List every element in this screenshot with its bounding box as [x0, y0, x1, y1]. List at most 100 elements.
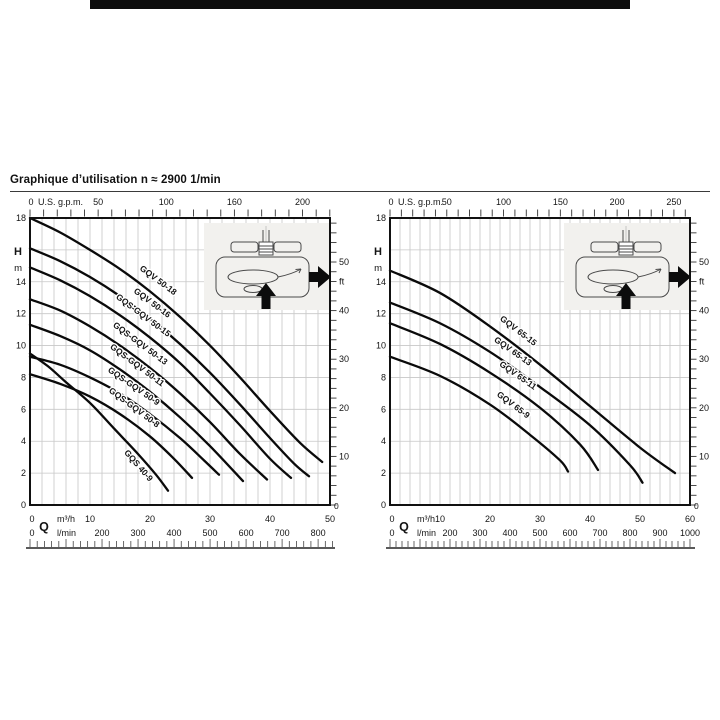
head-m-tick-label: 4: [381, 436, 386, 446]
head-m-tick-label: 8: [381, 372, 386, 382]
flow-axis-symbol: Q: [399, 520, 409, 534]
lmin-tick-label: 300: [131, 528, 146, 538]
flow-swirl-arrowhead: [295, 268, 302, 274]
gpm-zero-label: 0: [388, 197, 393, 207]
lmin-tick-label: 700: [275, 528, 290, 538]
gpm-minor-ticks: [389, 209, 686, 217]
head-axis-symbol: H: [374, 246, 382, 258]
head-ft-tick-label: 10: [699, 451, 709, 461]
gpm-tick-label: 50: [442, 197, 452, 207]
float-switch-right: [633, 241, 662, 253]
plot-border: [389, 217, 691, 506]
lmin-tick-label: 300: [472, 528, 487, 538]
pump-curve-GQV-50-18: [28, 216, 324, 464]
m3h-unit-label: m³/h: [417, 514, 435, 524]
float-switch-left: [590, 241, 619, 253]
gpm-zero-label: 0: [28, 197, 33, 207]
curve-label: GQV 65-9: [495, 389, 532, 420]
lmin-tick-label: 500: [532, 528, 547, 538]
pump-curve-GQV-50-16: [28, 247, 311, 478]
lmin-tick-label: 900: [652, 528, 667, 538]
head-m-tick-label: 2: [381, 468, 386, 478]
head-ft-tick-label: 20: [339, 403, 349, 413]
head-axis-unit: m: [14, 263, 22, 274]
lmin-zero-label: 0: [389, 528, 394, 538]
head-m-tick-label: 2: [21, 468, 26, 478]
head-ft-tick-label: 20: [699, 403, 709, 413]
switch-ribs: [259, 245, 273, 253]
ft-minor-ticks: [331, 222, 337, 506]
lmin-tick-label: 1000: [680, 528, 700, 538]
lmin-ruler: [389, 539, 691, 547]
pump-curve-GQS-GQV-50-9: [28, 355, 221, 476]
head-ft-tick-label: 40: [339, 306, 349, 316]
m3h-tick-label: 30: [205, 514, 215, 524]
m3h-tick-label: 30: [535, 514, 545, 524]
pump-curves: [28, 216, 324, 492]
lmin-tick-label: 800: [311, 528, 326, 538]
float-switch-right: [273, 241, 302, 253]
pump-curve-GQV-65-15: [388, 269, 677, 475]
gpm-unit-label: U.S. g.p.m.: [398, 197, 443, 207]
lmin-tick-label: 400: [167, 528, 182, 538]
flow-swirl-tail: [637, 268, 662, 278]
ft-axis-unit: ft: [699, 276, 705, 287]
plot-border: [29, 217, 331, 506]
lmin-unit-label: l/min: [57, 528, 76, 538]
lmin-tick-label: 500: [203, 528, 218, 538]
lmin-tick-label: 700: [592, 528, 607, 538]
m3h-tick-label: 10: [85, 514, 95, 524]
pump-curve-GQV-65-11: [388, 322, 600, 472]
m3h-tick-label: 0: [29, 514, 34, 524]
head-m-tick-label: 12: [16, 309, 26, 319]
head-m-tick-label: 4: [21, 436, 26, 446]
head-ft-tick-label: 30: [699, 354, 709, 364]
gpm-tick-label: 100: [496, 197, 511, 207]
gpm-tick-label: 200: [295, 197, 310, 207]
m3h-tick-label: 0: [389, 514, 394, 524]
pump-curve-GQV-65-13: [388, 301, 644, 484]
m3h-unit-label: m³/h: [57, 514, 75, 524]
page-title: Graphique d’utilisation n ≈ 2900 1/min: [10, 174, 221, 186]
lmin-tick-label: 200: [442, 528, 457, 538]
pump-curve-GQS-GQV-50-13: [28, 298, 269, 481]
ft-minor-ticks: [691, 222, 697, 506]
flow-in-arrow-icon: [616, 283, 636, 309]
pump-curves: [388, 269, 677, 484]
head-m-tick-label: 6: [21, 404, 26, 414]
head-m-tick-label: 0: [381, 500, 386, 510]
m3h-tick-label: 60: [685, 514, 695, 524]
head-m-tick-label: 6: [381, 404, 386, 414]
head-ft-tick-label: 40: [699, 306, 709, 316]
m3h-tick-label: 50: [325, 514, 335, 524]
gpm-minor-ticks: [29, 209, 331, 217]
pump-curve-GQS-GQV-50-11: [28, 323, 245, 483]
head-ft-tick-label: 50: [699, 257, 709, 267]
m3h-tick-label: 20: [485, 514, 495, 524]
head-m-tick-label: 0: [21, 500, 26, 510]
head-m-tick-label: 18: [376, 213, 386, 223]
flow-swirl-tail: [277, 268, 302, 278]
lmin-zero-label: 0: [29, 528, 34, 538]
gpm-tick-label: 100: [159, 197, 174, 207]
head-axis-symbol: H: [14, 246, 22, 258]
lmin-tick-label: 600: [239, 528, 254, 538]
lmin-tick-label: 400: [502, 528, 517, 538]
flow-out-arrow-icon: [309, 266, 331, 288]
head-m-tick-label: 14: [376, 277, 386, 287]
gpm-tick-label: 150: [553, 197, 568, 207]
ft-zero-label: 0: [694, 501, 699, 511]
lmin-unit-label: l/min: [417, 528, 436, 538]
head-ft-tick-label: 50: [339, 257, 349, 267]
head-m-tick-label: 10: [376, 341, 386, 351]
gpm-tick-label: 160: [227, 197, 242, 207]
flow-out-arrow-icon: [669, 266, 691, 288]
head-axis-unit: m: [374, 263, 382, 274]
head-m-tick-label: 14: [16, 277, 26, 287]
head-m-tick-label: 10: [16, 341, 26, 351]
pump-curve-GQS-GQV-50-15: [28, 266, 293, 480]
lmin-tick-label: 800: [622, 528, 637, 538]
page-header-bar: [90, 0, 630, 9]
m3h-tick-label: 40: [585, 514, 595, 524]
